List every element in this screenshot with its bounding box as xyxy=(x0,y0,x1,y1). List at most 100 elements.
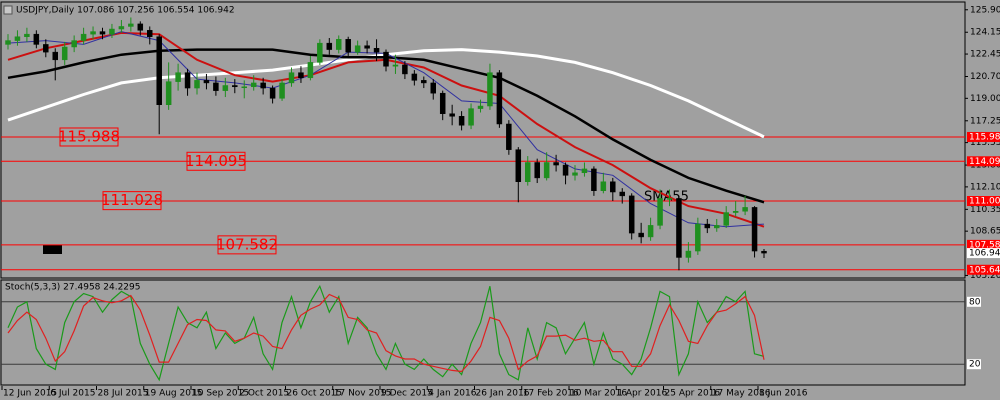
candle-body xyxy=(534,162,540,179)
candle-body xyxy=(610,181,616,193)
candle-body xyxy=(458,116,465,126)
y-tick-label: 119.000 xyxy=(970,94,1000,104)
candle-body xyxy=(203,80,210,84)
candle-body xyxy=(591,168,597,191)
candle-body xyxy=(90,31,96,35)
candle-body xyxy=(506,123,512,150)
candle-body xyxy=(732,211,739,213)
candle-body xyxy=(279,82,285,99)
level-box xyxy=(102,191,162,211)
price-marker-label: 105.642 xyxy=(969,265,1000,275)
indicator-tick-label: 20 xyxy=(969,360,981,370)
candle-body xyxy=(449,113,455,117)
candle-body xyxy=(269,87,276,99)
level-box xyxy=(217,235,277,255)
candle-body xyxy=(742,207,748,212)
candle-body xyxy=(581,168,588,174)
y-tick-label: 124.150 xyxy=(970,28,1000,38)
candle-body xyxy=(600,181,607,191)
candle-body xyxy=(128,23,134,27)
x-tick-label: 17 Nov 2015 xyxy=(334,389,392,399)
candle-body xyxy=(213,82,219,91)
main-panel xyxy=(0,1,966,279)
candle-body xyxy=(71,40,77,48)
candle-body xyxy=(99,31,106,35)
level-box xyxy=(186,151,246,171)
x-tick-label: 12 Jun 2015 xyxy=(3,389,57,399)
price-marker-label: 111.000 xyxy=(969,196,1000,206)
candle-body xyxy=(298,72,304,79)
x-tick-label: 2 Oct 2015 xyxy=(239,389,289,399)
candle-body xyxy=(487,72,493,107)
candle-body xyxy=(14,36,21,41)
y-tick-label: 108.650 xyxy=(970,227,1000,237)
candle-body xyxy=(260,82,266,89)
candle-body xyxy=(118,26,125,30)
candle-body xyxy=(421,80,427,84)
candle-body xyxy=(723,212,729,226)
candle-body xyxy=(392,64,399,67)
candle-body xyxy=(24,33,30,37)
current-price-box xyxy=(967,248,1000,259)
candle-body xyxy=(288,72,295,84)
level-label: 115.988 xyxy=(58,127,120,145)
candle-body xyxy=(657,198,663,226)
candle-body xyxy=(61,46,68,61)
candle-body xyxy=(5,40,11,45)
candle-body xyxy=(147,30,153,37)
indicator-panel xyxy=(0,279,966,386)
candle-body xyxy=(714,225,720,229)
candle-body xyxy=(33,33,40,45)
candle-body xyxy=(184,72,191,89)
chart-title: USDJPY,Daily 107.086 107.256 106.554 106… xyxy=(16,6,235,16)
candle-body xyxy=(515,149,522,182)
candle-body xyxy=(307,62,314,79)
indicator-tick-box xyxy=(967,359,981,370)
price-marker xyxy=(967,195,1000,206)
candle-body xyxy=(43,44,49,53)
candle-body xyxy=(562,164,569,176)
current-price-label: 106.942 xyxy=(969,249,1000,259)
candle-body xyxy=(232,85,238,88)
candle-body xyxy=(250,82,257,88)
candle-body xyxy=(156,36,162,105)
candle-body xyxy=(751,207,758,252)
candle-body xyxy=(109,28,115,35)
level-label: 114.095 xyxy=(185,152,247,170)
candle-body xyxy=(411,73,418,81)
x-tick-label: 8 Jun 2016 xyxy=(759,389,808,399)
candle-body xyxy=(496,72,503,125)
candle-body xyxy=(704,223,711,229)
x-tick-label: 19 Aug 2015 xyxy=(145,389,203,399)
level-label: 111.028 xyxy=(101,191,163,209)
candle-body xyxy=(194,80,200,89)
candle-body xyxy=(402,64,408,75)
y-tick-label: 117.250 xyxy=(970,116,1000,126)
indicator-tick-box xyxy=(967,296,981,307)
candle-body xyxy=(676,198,682,258)
candle-body xyxy=(553,162,559,166)
candle-body xyxy=(468,108,474,126)
y-tick-label: 115.550 xyxy=(970,138,1000,148)
candle-body xyxy=(543,162,550,179)
candle-body xyxy=(222,85,229,91)
candle-body xyxy=(52,51,58,61)
x-tick-label: 17 Feb 2016 xyxy=(523,389,579,399)
candle-body xyxy=(477,105,484,109)
indicator-line xyxy=(7,284,765,382)
indicator-title: Stoch(5,3,3) 27.4958 24.2295 xyxy=(5,283,140,293)
level-label: 107.582 xyxy=(216,235,278,253)
x-tick-label: 9 Dec 2015 xyxy=(381,389,433,399)
candle-body xyxy=(572,172,578,176)
x-tick-label: 10 Mar 2016 xyxy=(570,389,627,399)
candle-body xyxy=(364,45,370,49)
x-tick-label: 10 Sep 2015 xyxy=(192,389,249,399)
price-marker-label: 107.582 xyxy=(969,240,1000,250)
candle-body xyxy=(165,81,172,105)
candle-body xyxy=(685,250,692,258)
price-marker xyxy=(967,264,1000,275)
candle-body xyxy=(336,39,342,50)
candle-body xyxy=(354,45,361,53)
